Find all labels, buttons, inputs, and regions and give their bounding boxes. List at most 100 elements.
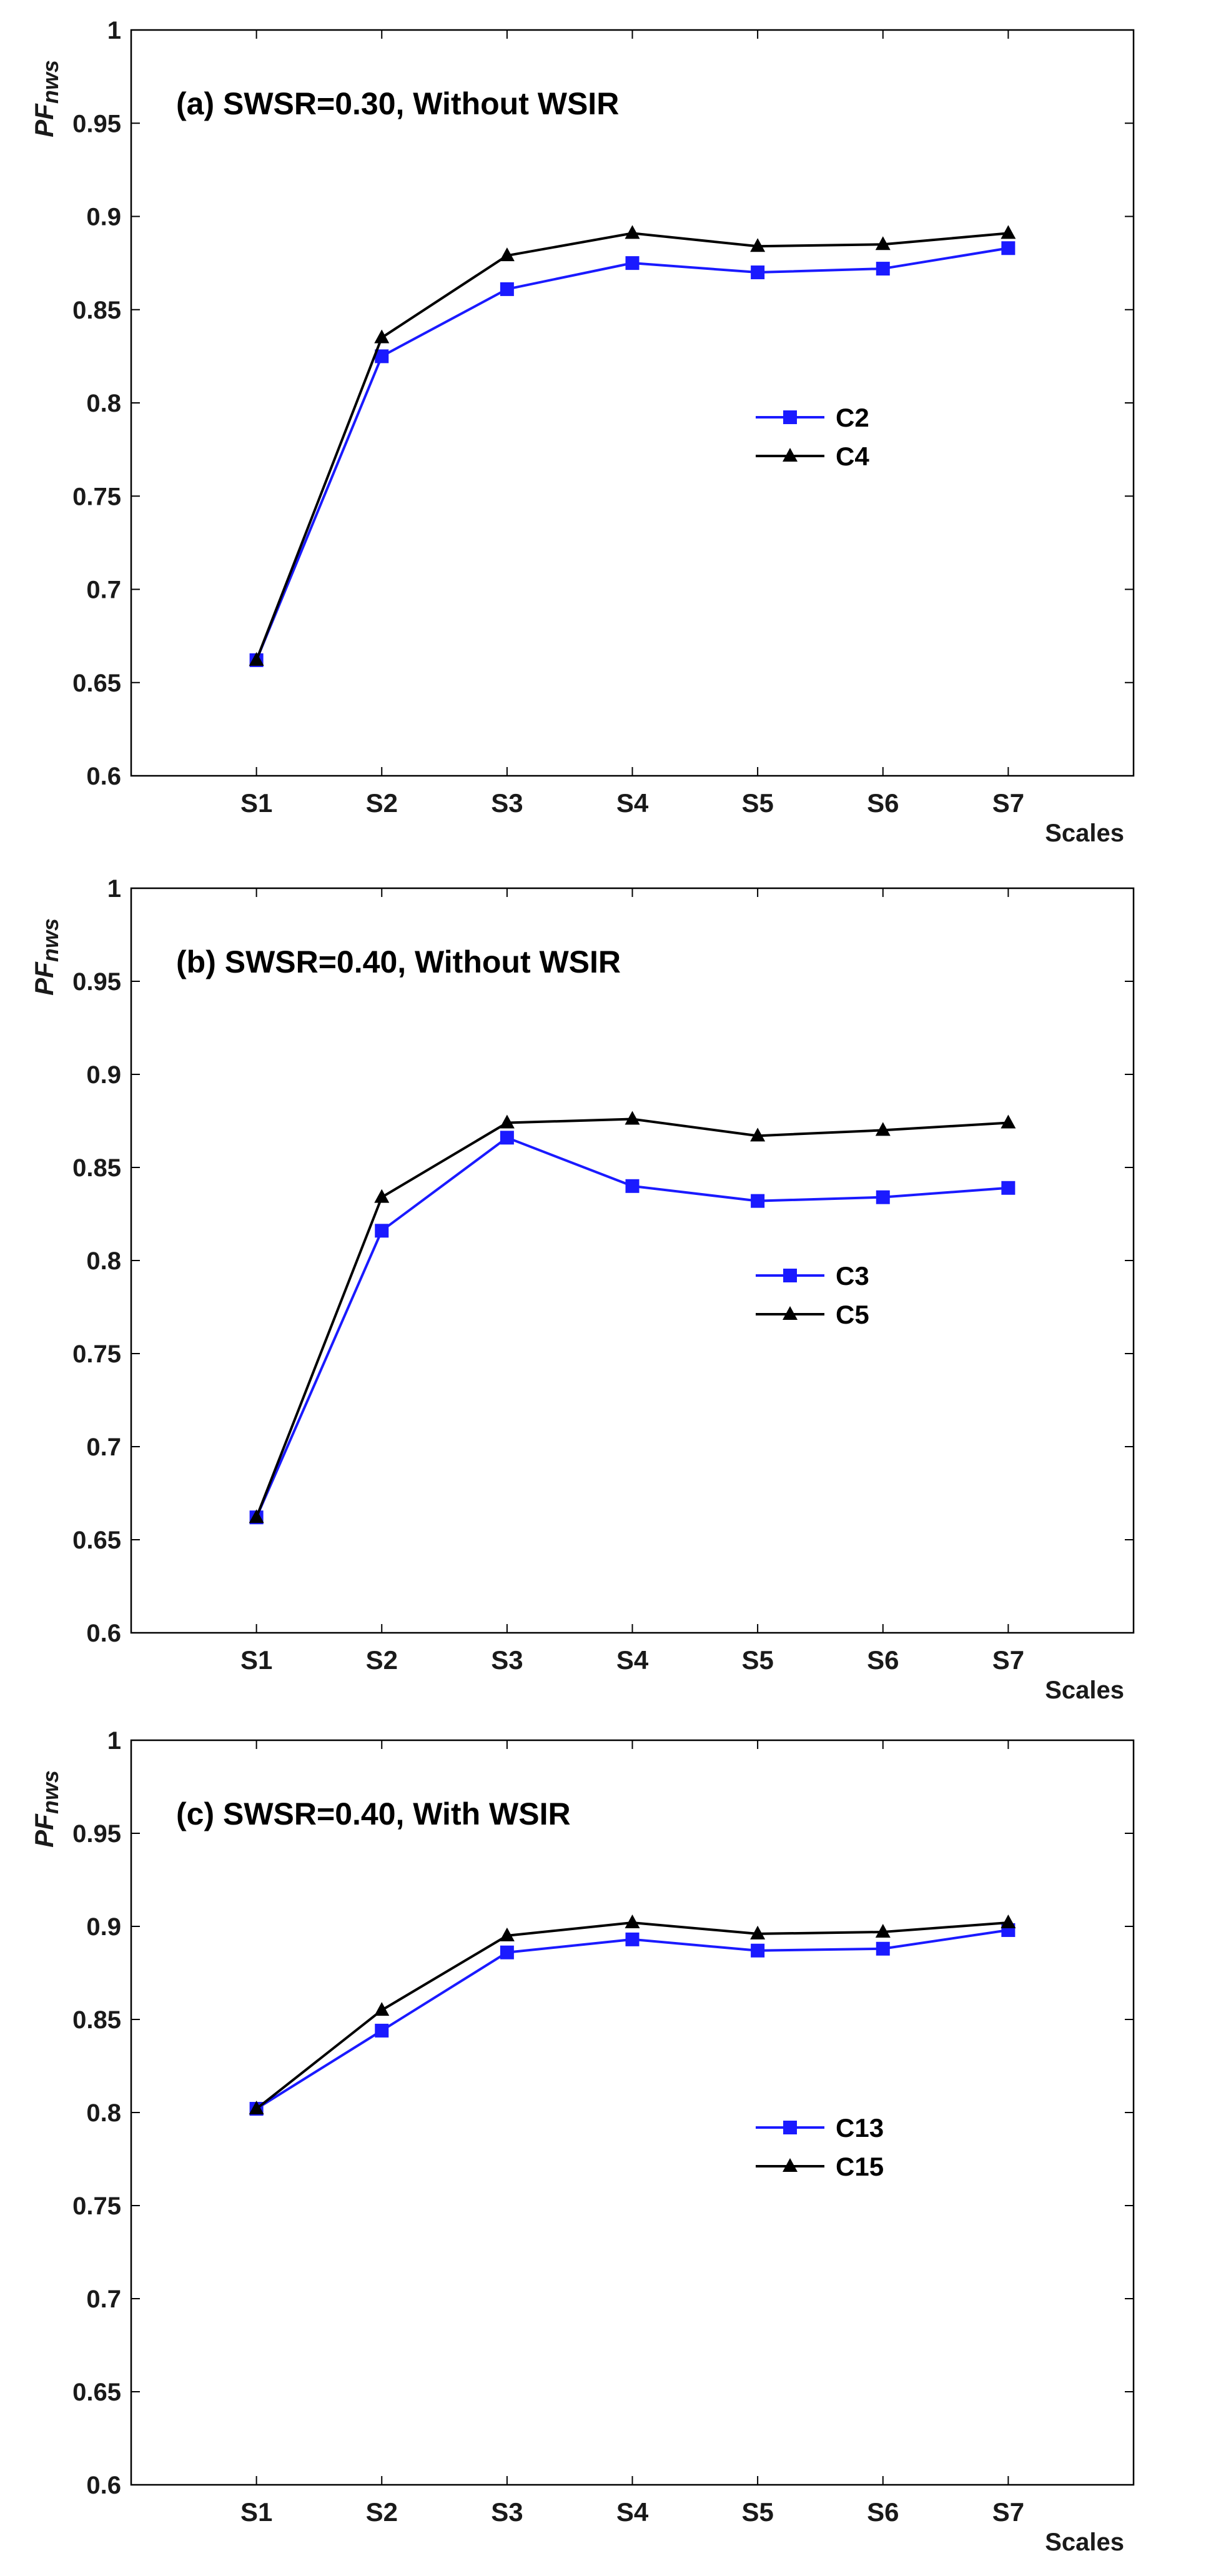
series-C2 (249, 241, 1016, 667)
data-point-C15 (249, 2101, 264, 2115)
x-tick-label: S6 (867, 2497, 899, 2527)
data-point-C5 (1001, 1114, 1016, 1129)
x-tick-label: S1 (240, 788, 272, 818)
data-point-C13 (625, 1932, 640, 1946)
data-point-C13 (375, 2023, 389, 2038)
y-axis-label-main: PF (29, 1813, 59, 1848)
y-tick-label: 0.8 (86, 390, 121, 417)
data-point-C5 (750, 1127, 766, 1142)
y-tick-label: 0.65 (72, 670, 121, 697)
data-point-C3 (625, 1179, 640, 1193)
series-C13 (249, 1923, 1016, 2116)
y-tick-label: 0.75 (72, 483, 121, 510)
data-point-C2 (1001, 241, 1016, 255)
y-tick-label: 0.75 (72, 2192, 121, 2220)
y-tick-label: 1 (107, 17, 121, 44)
data-point-C15 (499, 1927, 515, 1941)
data-point-C3 (500, 1131, 514, 1145)
data-point-C5 (249, 1509, 264, 1523)
data-point-C4 (1001, 225, 1016, 239)
y-axis-label-subscript: nws (37, 918, 63, 962)
x-tick-label: S2 (366, 1645, 398, 1675)
chart-title: (c) SWSR=0.40, With WSIR (176, 1796, 571, 1831)
y-axis-label: PFnws (29, 1770, 63, 1848)
y-tick-label: 0.9 (86, 1913, 121, 1941)
series-C5 (249, 1111, 1016, 1523)
y-tick-label: 0.95 (72, 110, 121, 137)
chart-title: (a) SWSR=0.30, Without WSIR (176, 86, 619, 121)
x-tick-label: S4 (616, 1645, 649, 1675)
y-tick-label: 1 (107, 875, 121, 903)
x-tick-label: S7 (992, 788, 1024, 818)
chart-panel-2: 0.6 0.65 0.7 0.75 0.8 0.85 0.9 0.95 1 S1 S2 S3 S4 S5 S… (29, 875, 1135, 1704)
y-tick-label: 0.65 (72, 1527, 121, 1554)
x-tick-label: S6 (867, 788, 899, 818)
y-axis-label: PFnws (29, 60, 63, 137)
x-tick-label: S1 (240, 2497, 272, 2527)
y-tick-label: 0.85 (72, 2006, 121, 2034)
y-tick-label: 0.95 (72, 968, 121, 996)
y-tick-label: 0.9 (86, 204, 121, 231)
x-tick-label: S4 (616, 2497, 649, 2527)
y-tick-label: 0.95 (72, 1820, 121, 1848)
data-point-C3 (375, 1224, 389, 1238)
legend-label-C5: C5 (836, 1300, 869, 1329)
y-tick-label: 0.6 (86, 2472, 121, 2499)
data-point-C5 (499, 1114, 515, 1129)
y-tick-label: 0.85 (72, 297, 121, 324)
legend-label-C13: C13 (836, 2113, 884, 2143)
data-point-C4 (750, 238, 766, 252)
data-point-C4 (875, 236, 891, 250)
y-axis-label-main: PF (29, 103, 59, 137)
legend-label-C15: C15 (836, 2152, 884, 2181)
y-tick-label: 1 (107, 1727, 121, 1755)
data-point-C2 (876, 262, 890, 276)
data-point-C15 (625, 1915, 640, 1929)
chart-title: (b) SWSR=0.40, Without WSIR (176, 944, 621, 979)
x-tick-label: S2 (366, 788, 398, 818)
legend-marker-C13 (783, 2121, 797, 2134)
data-point-C15 (875, 1923, 891, 1938)
series-C4 (249, 225, 1016, 666)
y-tick-label: 0.8 (86, 2099, 121, 2127)
data-point-C5 (625, 1111, 640, 1125)
legend-marker-C15 (783, 2158, 798, 2172)
legend-marker-C5 (783, 1306, 798, 1320)
legend-marker-C3 (783, 1269, 797, 1282)
chart-panel-1: 0.6 0.65 0.7 0.75 0.8 0.85 0.9 0.95 1 S1 S2 S3 S4 S5 S… (29, 17, 1135, 847)
data-point-C2 (375, 349, 389, 364)
series-C3 (249, 1131, 1016, 1525)
data-point-C5 (374, 1189, 390, 1203)
chart-panel-3: 0.6 0.65 0.7 0.75 0.8 0.85 0.9 0.95 1 S1 S2 S3 S4 S5 S… (29, 1727, 1135, 2556)
data-point-C13 (876, 1941, 890, 1956)
data-point-C2 (500, 282, 514, 296)
series-C15 (249, 1915, 1016, 2115)
data-point-C4 (374, 329, 390, 344)
y-tick-label: 0.75 (72, 1340, 121, 1368)
y-tick-label: 0.85 (72, 1154, 121, 1182)
x-tick-label: S6 (867, 1645, 899, 1675)
y-axis-label-subscript: nws (37, 1770, 63, 1814)
x-tick-label: S3 (491, 1645, 523, 1675)
x-tick-label: S5 (741, 1645, 773, 1675)
y-tick-label: 0.6 (86, 1620, 121, 1647)
data-point-C15 (1001, 1915, 1016, 1929)
data-point-C15 (750, 1925, 766, 1939)
data-point-C13 (500, 1945, 514, 1959)
legend-marker-C2 (783, 410, 797, 424)
x-tick-label: S5 (741, 788, 773, 818)
x-tick-label: S3 (491, 788, 523, 818)
x-tick-label: S2 (366, 2497, 398, 2527)
data-point-C3 (1001, 1181, 1016, 1195)
data-point-C4 (499, 247, 515, 262)
y-axis-label: PFnws (29, 918, 63, 996)
y-axis-label-subscript: nws (37, 60, 63, 104)
y-tick-label: 0.65 (72, 2379, 121, 2406)
data-point-C2 (625, 256, 640, 270)
data-point-C13 (751, 1943, 765, 1958)
x-tick-label: S7 (992, 1645, 1024, 1675)
